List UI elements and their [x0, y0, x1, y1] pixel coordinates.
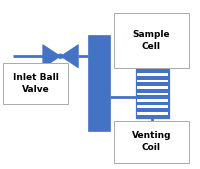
Text: Inlet Ball
Valve: Inlet Ball Valve: [13, 73, 59, 94]
Polygon shape: [43, 45, 61, 68]
Bar: [136, 86, 168, 89]
Bar: [136, 73, 168, 76]
Bar: [136, 105, 168, 108]
Bar: [136, 112, 168, 115]
Polygon shape: [61, 45, 78, 68]
Bar: [136, 80, 168, 82]
Text: Sample
Cell: Sample Cell: [132, 30, 170, 51]
FancyBboxPatch shape: [114, 13, 189, 68]
Text: Venting
Coil: Venting Coil: [132, 131, 171, 152]
Bar: [136, 63, 169, 118]
Bar: [136, 63, 169, 118]
FancyBboxPatch shape: [114, 121, 189, 163]
Circle shape: [58, 54, 63, 58]
Bar: [136, 99, 168, 102]
Bar: [136, 67, 168, 69]
FancyBboxPatch shape: [3, 63, 68, 104]
Bar: [136, 93, 168, 95]
Bar: [88, 35, 110, 131]
